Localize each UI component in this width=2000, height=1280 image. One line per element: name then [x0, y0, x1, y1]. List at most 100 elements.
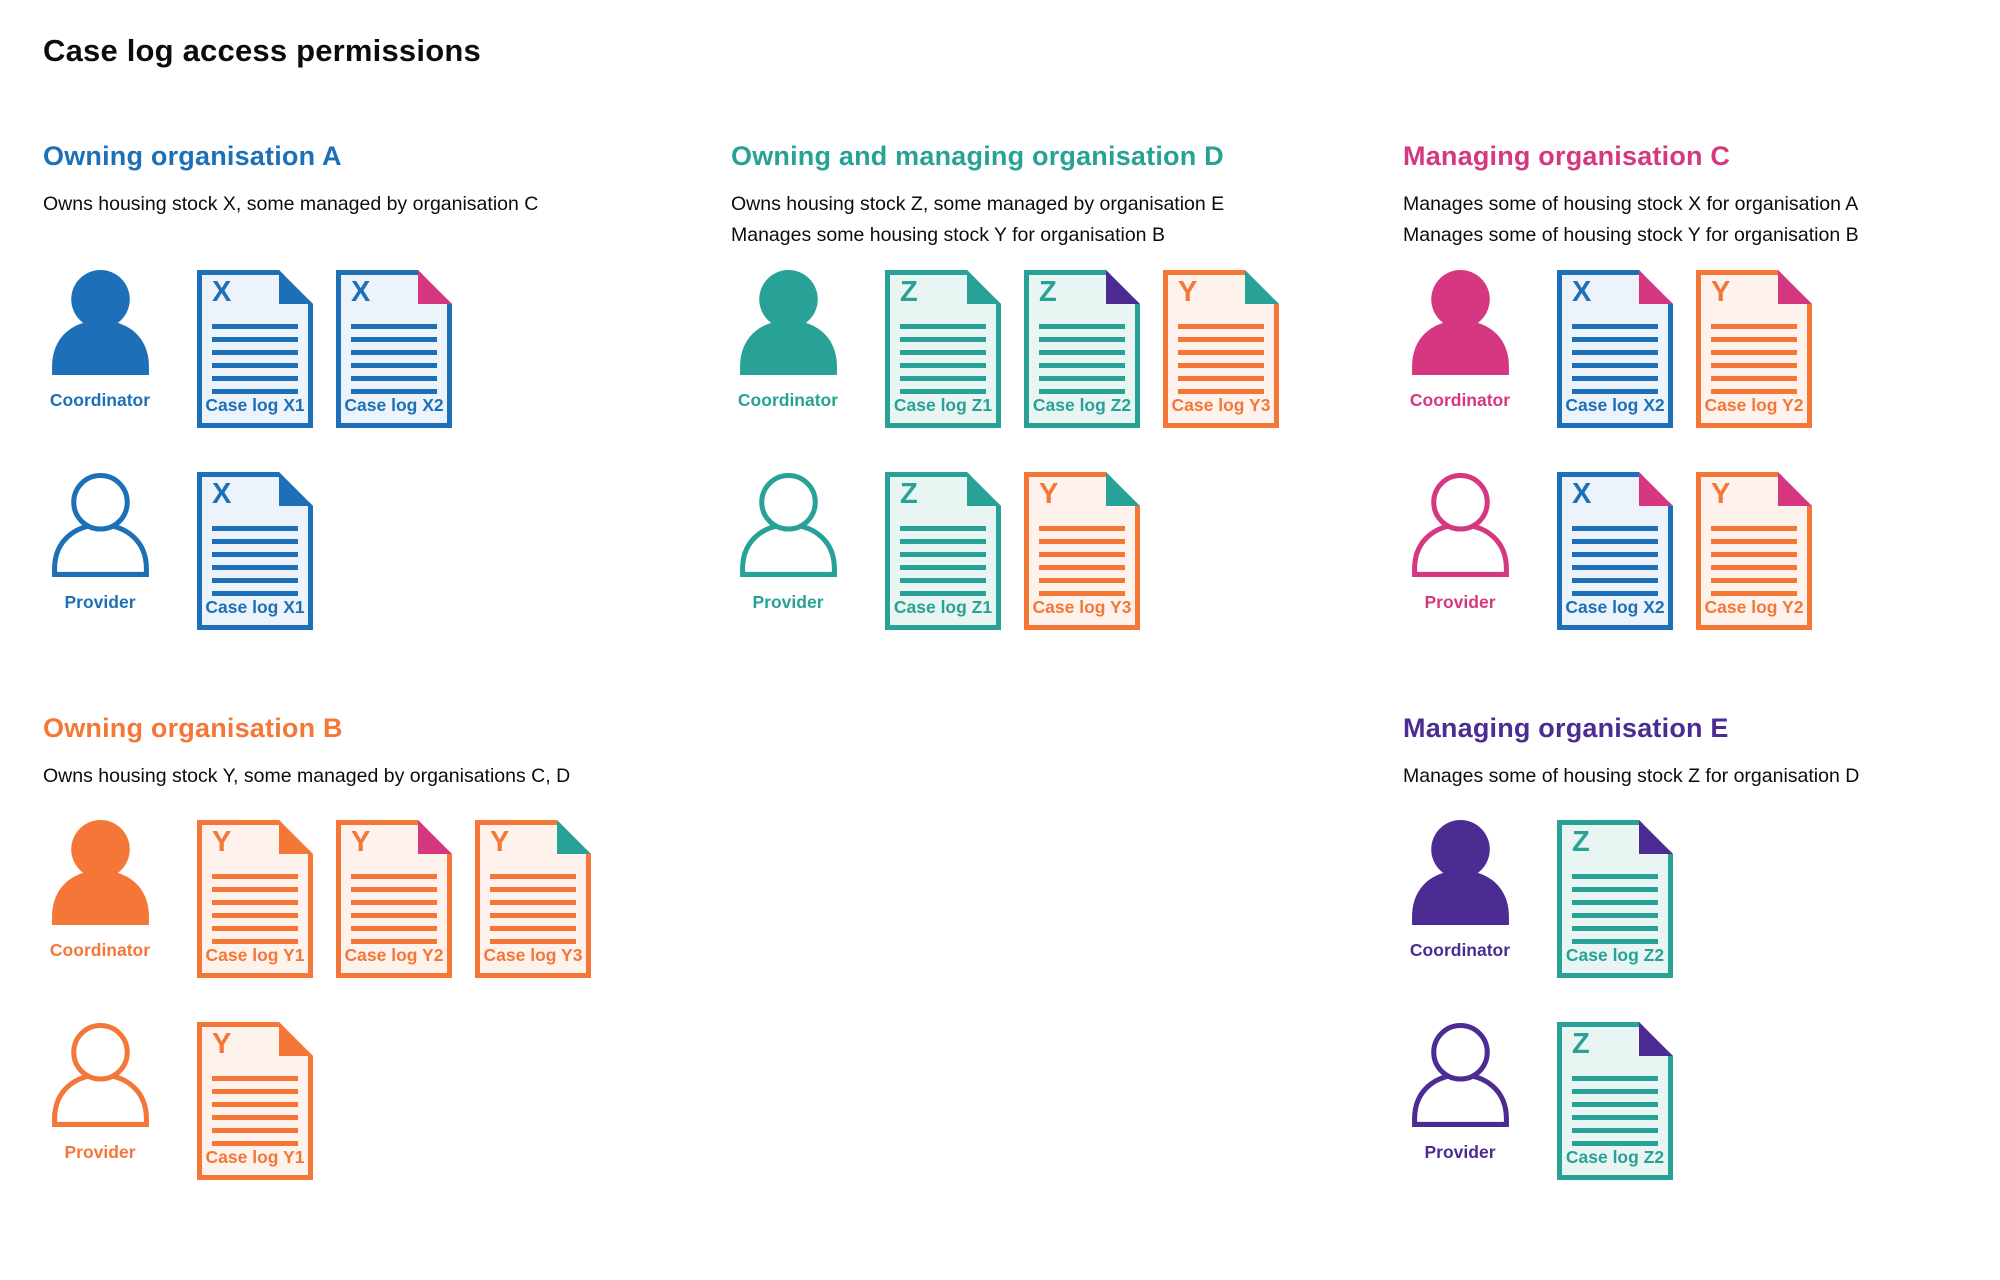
text-line	[1039, 565, 1125, 570]
case-log-doc: X Case log X1	[197, 472, 313, 630]
org-rows: Coordinator Y Case log Y1 Y Case log Y2	[43, 820, 591, 1224]
coordinator-row: Coordinator Y Case log Y1 Y Case log Y2	[43, 820, 591, 978]
text-line	[212, 565, 298, 570]
folded-corner	[1778, 472, 1812, 506]
text-line	[1178, 389, 1264, 394]
docs-group: Z Case log Z2	[1557, 1022, 1673, 1180]
case-log-doc: Y Case log Y2	[336, 820, 452, 978]
text-line	[1039, 363, 1125, 368]
text-line	[351, 900, 437, 905]
case-log-doc: Z Case log Z2	[1557, 1022, 1673, 1180]
folded-corner	[1639, 820, 1673, 854]
text-line	[1178, 324, 1264, 329]
text-line	[490, 939, 576, 944]
stock-letter: X	[1572, 478, 1592, 510]
text-line	[1572, 565, 1658, 570]
text-line	[212, 539, 298, 544]
person-block: Coordinator	[731, 270, 845, 411]
doc-label: Case log Z1	[893, 395, 993, 415]
provider-row: Provider X Case log X1	[43, 472, 452, 630]
person-role-label: Provider	[64, 592, 136, 612]
document-text-lines	[1039, 526, 1125, 596]
person-role-label: Coordinator	[49, 390, 151, 410]
org-section-c: Managing organisation C Manages some of …	[1403, 140, 1983, 173]
coordinator-row: Coordinator Z Case log Z2	[1403, 820, 1673, 978]
person-block: Coordinator	[43, 270, 157, 411]
text-line	[900, 389, 986, 394]
text-line	[212, 1102, 298, 1107]
text-line	[1711, 337, 1797, 342]
doc-label: Case log X1	[205, 597, 305, 617]
person-role-label: Coordinator	[1409, 390, 1511, 410]
docs-group: Y Case log Y1 Y Case log Y2 Y	[197, 820, 591, 978]
stock-letter: Y	[351, 826, 371, 858]
text-line	[1711, 578, 1797, 583]
text-line	[1572, 539, 1658, 544]
document-text-lines	[1711, 526, 1797, 596]
document-text-lines	[212, 526, 298, 596]
stock-letter: Y	[1178, 276, 1198, 308]
org-description-line: Owns housing stock Y, some managed by or…	[43, 765, 571, 787]
text-line	[351, 376, 437, 381]
text-line	[1572, 526, 1658, 531]
text-line	[1711, 363, 1797, 368]
person-role-label: Coordinator	[49, 940, 151, 960]
document-page	[197, 1022, 313, 1180]
document-text-lines	[1572, 874, 1658, 944]
text-line	[351, 939, 437, 944]
text-line	[1178, 363, 1264, 368]
doc-label: Case log Z2	[1032, 395, 1132, 415]
document-text-lines	[1039, 324, 1125, 394]
docs-group: Z Case log Z2	[1557, 820, 1673, 978]
page-title: Case log access permissions	[43, 33, 481, 68]
text-line	[1572, 578, 1658, 583]
case-log-doc: Y Case log Y3	[1163, 270, 1279, 428]
text-line	[1711, 539, 1797, 544]
text-line	[1572, 1076, 1658, 1081]
folded-corner	[418, 820, 452, 854]
text-line	[1711, 324, 1797, 329]
case-log-doc: X Case log X2	[1557, 472, 1673, 630]
text-line	[1039, 552, 1125, 557]
stock-letter: Y	[1711, 478, 1731, 510]
text-line	[900, 350, 986, 355]
text-line	[900, 324, 986, 329]
text-line	[900, 363, 986, 368]
org-description-line: Manages some housing stock Y for organis…	[731, 224, 1165, 246]
person-block: Provider	[43, 1022, 157, 1163]
document-text-lines	[490, 874, 576, 944]
document-text-lines	[1178, 324, 1264, 394]
provider-row: Provider Z Case log Z2	[1403, 1022, 1673, 1180]
folded-corner	[418, 270, 452, 304]
folded-corner	[279, 820, 313, 854]
person-role-label: Provider	[64, 1142, 136, 1162]
text-line	[212, 389, 298, 394]
folded-corner	[967, 270, 1001, 304]
text-line	[1572, 939, 1658, 944]
stock-letter: Z	[1572, 1028, 1590, 1060]
text-line	[900, 578, 986, 583]
org-name: Owning organisation A	[43, 141, 342, 171]
person-role-label: Provider	[1424, 1142, 1496, 1162]
coordinator-icon	[1411, 820, 1509, 925]
stock-letter: Y	[1711, 276, 1731, 308]
org-description: Owns housing stock Z, some managed by or…	[731, 189, 1224, 251]
org-rows: Coordinator Z Case log Z2 Provider Z	[1403, 820, 1673, 1224]
coordinator-icon	[51, 820, 149, 925]
case-log-doc: Y Case log Y3	[475, 820, 591, 978]
text-line	[1711, 591, 1797, 596]
provider-icon	[1411, 1023, 1509, 1127]
document-page	[1163, 270, 1279, 428]
stock-letter: Z	[900, 276, 918, 308]
document-text-lines	[900, 324, 986, 394]
docs-group: X Case log X1	[197, 472, 313, 630]
provider-icon	[51, 1023, 149, 1127]
document-text-lines	[900, 526, 986, 596]
text-line	[1572, 337, 1658, 342]
person-role-label: Coordinator	[1409, 940, 1511, 960]
text-line	[1572, 1141, 1658, 1146]
text-line	[212, 1076, 298, 1081]
doc-label: Case log Z2	[1565, 1147, 1665, 1167]
org-description-line: Owns housing stock X, some managed by or…	[43, 193, 539, 215]
